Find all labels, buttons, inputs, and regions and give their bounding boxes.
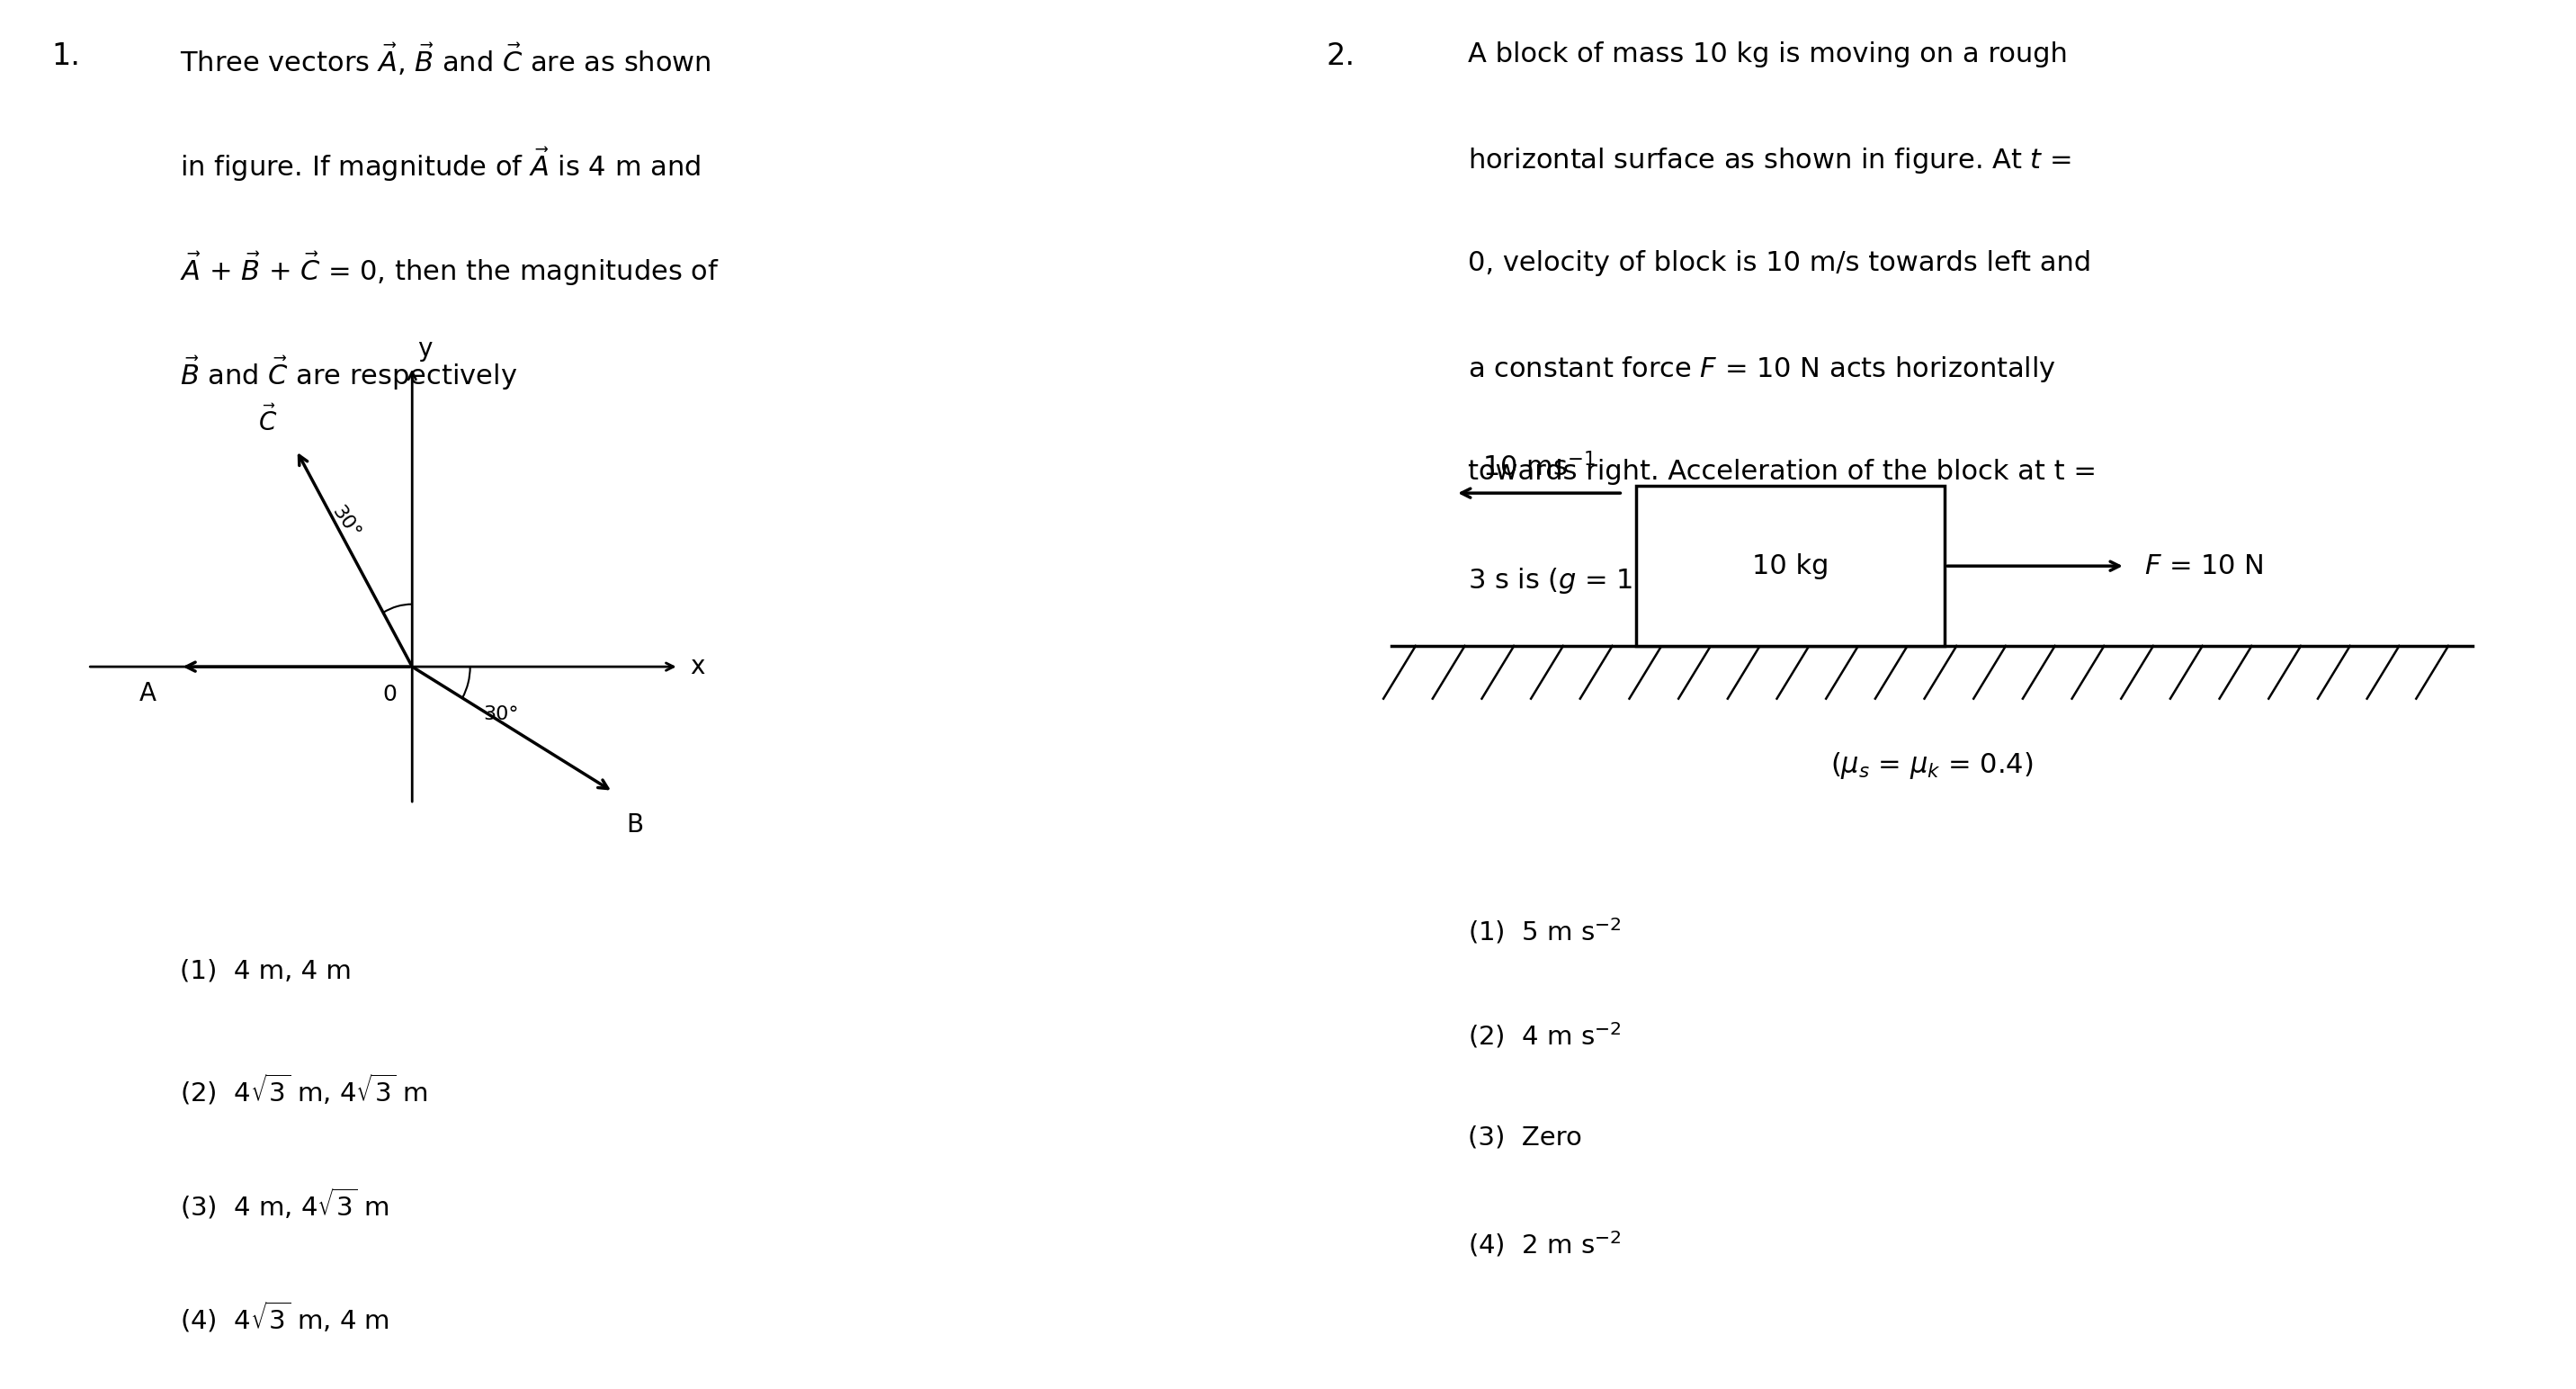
- Text: 0: 0: [381, 683, 397, 706]
- Text: in figure. If magnitude of $\vec{A}$ is 4 m and: in figure. If magnitude of $\vec{A}$ is …: [180, 146, 701, 183]
- Text: B: B: [626, 813, 644, 838]
- Text: ($\mu_s$ = $\mu_k$ = 0.4): ($\mu_s$ = $\mu_k$ = 0.4): [1832, 750, 2032, 781]
- Text: 30°: 30°: [330, 503, 363, 542]
- Text: a constant force $F$ = 10 N acts horizontally: a constant force $F$ = 10 N acts horizon…: [1468, 354, 2056, 383]
- Text: 0, velocity of block is 10 m/s towards left and: 0, velocity of block is 10 m/s towards l…: [1468, 250, 2092, 276]
- Text: $\vec{A}$ + $\vec{B}$ + $\vec{C}$ = 0, then the magnitudes of: $\vec{A}$ + $\vec{B}$ + $\vec{C}$ = 0, t…: [180, 250, 719, 288]
- Text: A block of mass 10 kg is moving on a rough: A block of mass 10 kg is moving on a rou…: [1468, 42, 2069, 68]
- Text: A: A: [139, 681, 157, 706]
- Text: $\vec{B}$ and $\vec{C}$ are respectively: $\vec{B}$ and $\vec{C}$ are respectively: [180, 354, 518, 392]
- Text: horizontal surface as shown in figure. At $t$ =: horizontal surface as shown in figure. A…: [1468, 146, 2071, 175]
- Text: (3)  Zero: (3) Zero: [1468, 1125, 1582, 1150]
- Text: 2.: 2.: [1327, 42, 1355, 71]
- Text: 1.: 1.: [52, 42, 80, 71]
- Text: (3)  4 m, $4\sqrt{3}$ m: (3) 4 m, $4\sqrt{3}$ m: [180, 1186, 389, 1221]
- Text: $F$ = 10 N: $F$ = 10 N: [2146, 553, 2264, 579]
- Text: (4)  2 m s$^{-2}$: (4) 2 m s$^{-2}$: [1468, 1229, 1623, 1258]
- Text: Three vectors $\vec{A}$, $\vec{B}$ and $\vec{C}$ are as shown: Three vectors $\vec{A}$, $\vec{B}$ and $…: [180, 42, 711, 78]
- Text: (4)  $4\sqrt{3}$ m, 4 m: (4) $4\sqrt{3}$ m, 4 m: [180, 1300, 389, 1335]
- Text: towards right. Acceleration of the block at t =: towards right. Acceleration of the block…: [1468, 458, 2097, 485]
- Text: (1)  5 m s$^{-2}$: (1) 5 m s$^{-2}$: [1468, 917, 1623, 946]
- Text: 3 s is ($g$ = 10 m s$^{-2}$): 3 s is ($g$ = 10 m s$^{-2}$): [1468, 563, 1749, 597]
- Text: 30°: 30°: [484, 706, 518, 724]
- Text: (2)  4 m s$^{-2}$: (2) 4 m s$^{-2}$: [1468, 1021, 1623, 1050]
- Text: y: y: [417, 336, 433, 361]
- Text: x: x: [690, 654, 706, 679]
- Text: (1)  4 m, 4 m: (1) 4 m, 4 m: [180, 958, 353, 983]
- Text: (2)  $4\sqrt{3}$ m, $4\sqrt{3}$ m: (2) $4\sqrt{3}$ m, $4\sqrt{3}$ m: [180, 1072, 428, 1107]
- Text: $\vec{C}$: $\vec{C}$: [258, 406, 278, 436]
- Text: 10 ms$^{-1}$: 10 ms$^{-1}$: [1484, 453, 1595, 482]
- Text: 10 kg: 10 kg: [1752, 553, 1829, 579]
- Bar: [1636, 486, 1945, 646]
